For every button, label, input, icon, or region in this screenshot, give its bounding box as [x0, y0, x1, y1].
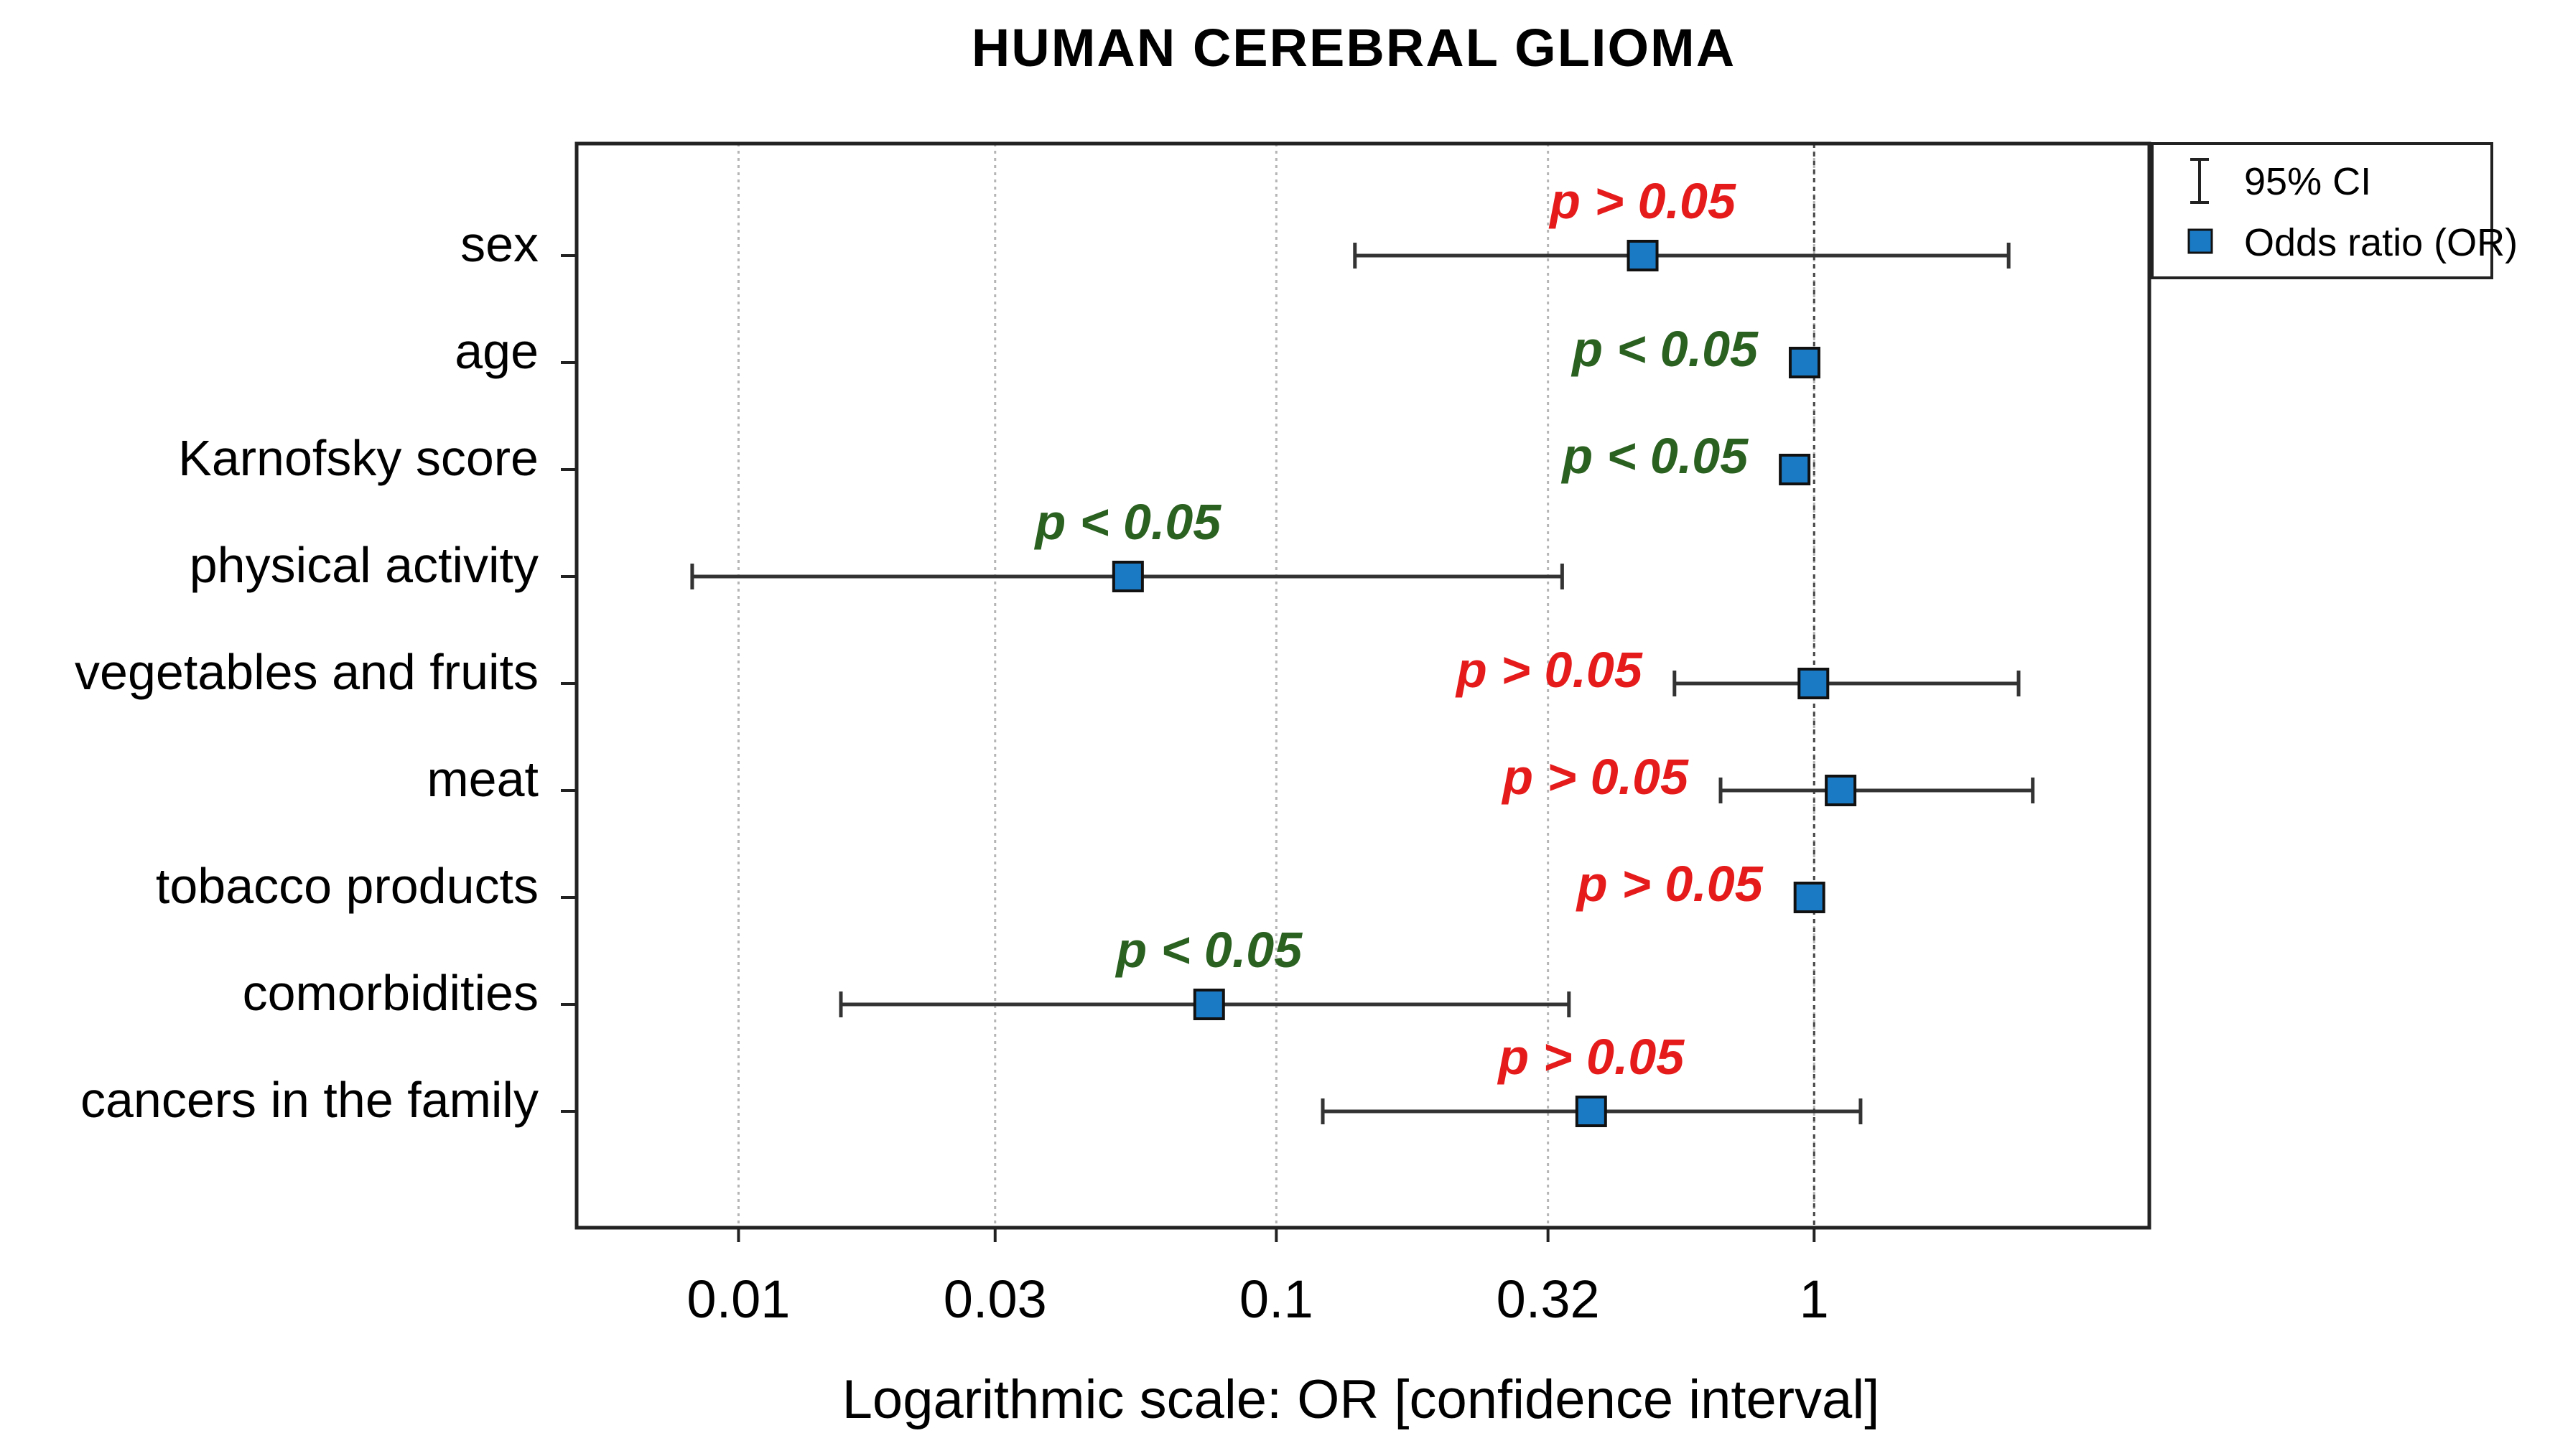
or-marker-5 — [1825, 775, 1857, 806]
p-label-6: p > 0.05 — [1576, 856, 1764, 912]
p-label-5: p > 0.05 — [1501, 749, 1689, 805]
plot-frame — [574, 141, 2151, 1230]
x-tick-label-3: 0.32 — [1497, 1269, 1600, 1329]
p-label-1: p < 0.05 — [1571, 321, 1759, 377]
legend-label-or: Odds ratio (OR) — [2244, 221, 2518, 264]
legend: 95% CI Odds ratio (OR) — [2151, 142, 2518, 279]
row-label-7: comorbidities — [243, 965, 539, 1021]
p-label-4: p > 0.05 — [1455, 642, 1643, 698]
chart-title: HUMAN CEREBRAL GLIOMA — [972, 18, 1736, 78]
or-marker-6 — [1793, 882, 1825, 913]
or-marker-0 — [1627, 240, 1659, 271]
odds-ratio-legend-icon — [2187, 228, 2213, 254]
x-tick-label-1: 0.03 — [944, 1269, 1047, 1329]
row-label-4: vegetables and fruits — [75, 644, 539, 700]
grid-layer — [737, 144, 1815, 1228]
or-marker-1 — [1788, 347, 1820, 378]
x-tick-label-2: 0.1 — [1239, 1269, 1313, 1329]
or-marker-2 — [1779, 454, 1811, 485]
data-layer: p > 0.05 p < 0.05 p < 0.05 p < 0.05 p > 0.05… — [690, 173, 2035, 1127]
y-axis-labels: sex age Karnofsky score physical activity ve… — [75, 216, 577, 1128]
p-label-7: p < 0.05 — [1115, 922, 1303, 978]
or-marker-4 — [1797, 668, 1830, 699]
legend-box — [2151, 142, 2493, 279]
row-label-2: Karnofsky score — [178, 430, 539, 486]
row-label-0: sex — [460, 216, 539, 272]
legend-label-ci: 95% CI — [2244, 160, 2371, 203]
row-label-8: cancers in the family — [80, 1072, 539, 1128]
x-axis-ticks: 0.01 0.03 0.1 0.32 1 — [687, 1228, 1829, 1329]
or-marker-3 — [1112, 561, 1144, 592]
or-marker-8 — [1575, 1096, 1607, 1127]
x-tick-label-0: 0.01 — [687, 1269, 790, 1329]
row-label-1: age — [455, 323, 539, 379]
row-label-6: tobacco products — [156, 858, 539, 914]
x-axis-label: Logarithmic scale: OR [confidence interv… — [842, 1369, 1880, 1430]
ci-legend-icon — [2190, 158, 2209, 204]
p-label-2: p < 0.05 — [1560, 428, 1749, 484]
p-label-0: p > 0.05 — [1548, 173, 1736, 229]
x-tick-label-4: 1 — [1800, 1269, 1829, 1329]
row-label-3: physical activity — [190, 537, 539, 593]
row-label-5: meat — [427, 751, 539, 807]
p-label-8: p > 0.05 — [1497, 1029, 1685, 1085]
or-marker-7 — [1193, 989, 1225, 1020]
p-label-3: p < 0.05 — [1033, 494, 1222, 550]
